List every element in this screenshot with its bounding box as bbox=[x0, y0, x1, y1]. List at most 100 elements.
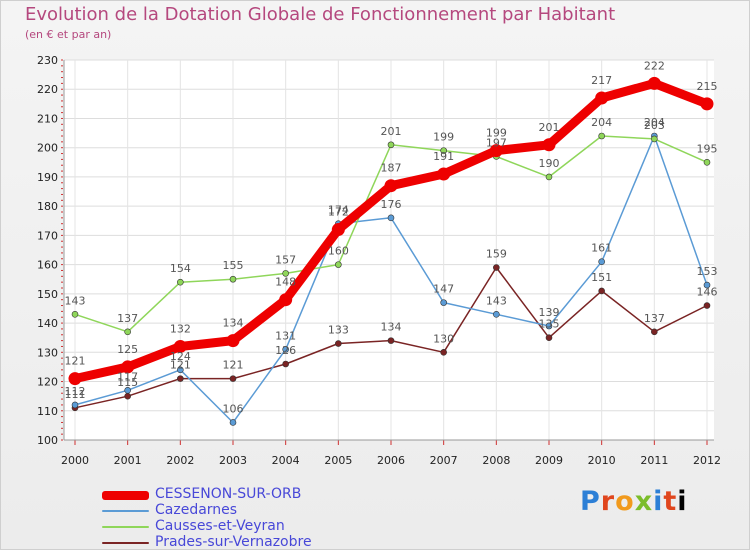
data-point bbox=[229, 375, 237, 382]
data-point bbox=[173, 339, 187, 353]
y-tick-label: 210 bbox=[37, 112, 58, 125]
legend-swatch bbox=[102, 490, 149, 500]
logo-letter: i bbox=[677, 486, 688, 517]
data-label: 204 bbox=[644, 116, 665, 129]
data-label: 146 bbox=[697, 286, 718, 299]
y-tick-label: 170 bbox=[37, 229, 58, 242]
data-label: 106 bbox=[223, 402, 244, 415]
data-point bbox=[651, 328, 658, 336]
logo-letter: i bbox=[653, 486, 664, 517]
data-point bbox=[598, 287, 605, 295]
data-label: 159 bbox=[486, 248, 507, 261]
data-label: 137 bbox=[117, 312, 138, 325]
data-label: 112 bbox=[65, 385, 86, 398]
logo-letter: x bbox=[634, 486, 654, 517]
data-label: 121 bbox=[65, 355, 86, 368]
data-label: 176 bbox=[381, 198, 402, 211]
data-label: 199 bbox=[486, 127, 507, 140]
line-chart: 100 110 120 130 140 150 160 170 180 190 200 210 220 2… bbox=[37, 54, 721, 467]
data-label: 130 bbox=[433, 332, 454, 345]
data-point bbox=[489, 144, 503, 158]
x-tick-label: 2004 bbox=[272, 454, 300, 467]
data-label: 115 bbox=[117, 376, 138, 389]
data-label: 111 bbox=[65, 388, 86, 401]
x-tick-label: 2001 bbox=[114, 454, 142, 467]
data-label: 191 bbox=[433, 150, 454, 163]
legend-label: CESSENON-SUR-ORB bbox=[155, 486, 302, 502]
data-point bbox=[542, 138, 556, 152]
chart-subtitle: (en € et par an) bbox=[25, 28, 112, 41]
y-tick-label: 140 bbox=[37, 317, 58, 330]
x-tick-label: 2008 bbox=[482, 454, 510, 467]
data-point bbox=[282, 346, 289, 353]
data-point bbox=[440, 299, 447, 306]
data-label: 137 bbox=[644, 312, 665, 325]
y-tick-label: 200 bbox=[37, 142, 58, 155]
data-label: 190 bbox=[539, 157, 560, 170]
x-tick-label: 2009 bbox=[535, 454, 563, 467]
x-tick-label: 2010 bbox=[588, 454, 616, 467]
proxiti-logo: Proxiti bbox=[580, 486, 688, 517]
y-tick-label: 130 bbox=[37, 346, 58, 359]
data-label: 126 bbox=[275, 344, 296, 357]
y-tick-label: 180 bbox=[37, 200, 58, 213]
data-label: 143 bbox=[65, 294, 86, 307]
data-label: 157 bbox=[275, 253, 296, 266]
data-label: 147 bbox=[433, 283, 454, 296]
data-point bbox=[703, 281, 711, 289]
data-label: 151 bbox=[591, 271, 612, 284]
data-label: 124 bbox=[170, 350, 191, 363]
x-tick-label: 2011 bbox=[640, 454, 668, 467]
data-label: 134 bbox=[381, 321, 402, 334]
x-tick-label: 2012 bbox=[693, 454, 721, 467]
data-point bbox=[387, 141, 395, 149]
chart-title: Evolution de la Dotation Globale de Fonc… bbox=[25, 4, 616, 25]
logo-letter: o bbox=[615, 486, 635, 517]
data-point bbox=[335, 340, 342, 347]
legend-swatch bbox=[102, 510, 149, 512]
y-tick-label: 220 bbox=[37, 83, 58, 96]
data-label: 217 bbox=[591, 74, 612, 87]
data-point bbox=[440, 147, 447, 154]
y-tick-label: 120 bbox=[37, 376, 58, 389]
data-label: 117 bbox=[117, 370, 138, 383]
legend-label: Cazedarnes bbox=[155, 502, 238, 518]
x-tick-label: 2003 bbox=[219, 454, 247, 467]
data-point bbox=[387, 214, 395, 222]
data-point bbox=[331, 223, 345, 237]
data-label: 172 bbox=[328, 206, 349, 219]
data-label: 155 bbox=[223, 259, 244, 272]
legend-swatch bbox=[102, 526, 149, 528]
data-point bbox=[440, 349, 447, 356]
data-point bbox=[384, 179, 398, 193]
x-tick-label: 2007 bbox=[430, 454, 458, 467]
data-point bbox=[177, 278, 184, 286]
y-tick-label: 190 bbox=[37, 171, 58, 184]
data-label: 154 bbox=[170, 262, 191, 275]
data-point bbox=[545, 322, 553, 330]
data-label: 203 bbox=[644, 119, 665, 132]
data-point bbox=[124, 392, 131, 400]
logo-letter: t bbox=[663, 486, 678, 517]
data-point bbox=[282, 270, 289, 277]
data-point bbox=[545, 334, 553, 341]
data-label: 131 bbox=[275, 329, 296, 342]
data-point bbox=[121, 360, 135, 374]
data-label: 174 bbox=[328, 204, 349, 217]
data-point bbox=[647, 76, 661, 90]
y-tick-label: 100 bbox=[37, 434, 58, 447]
data-point bbox=[493, 264, 500, 271]
data-label: 204 bbox=[591, 116, 612, 129]
y-tick-label: 160 bbox=[37, 259, 58, 272]
data-point bbox=[545, 173, 553, 181]
data-point bbox=[124, 328, 131, 336]
data-label: 201 bbox=[539, 121, 560, 134]
data-point bbox=[226, 334, 240, 348]
data-label: 201 bbox=[381, 125, 402, 138]
data-label: 121 bbox=[170, 359, 191, 372]
data-point bbox=[598, 132, 605, 140]
data-label: 121 bbox=[223, 359, 244, 372]
x-tick-label: 2006 bbox=[377, 454, 405, 467]
data-label: 134 bbox=[223, 317, 244, 330]
logo-letter: P bbox=[580, 486, 601, 517]
